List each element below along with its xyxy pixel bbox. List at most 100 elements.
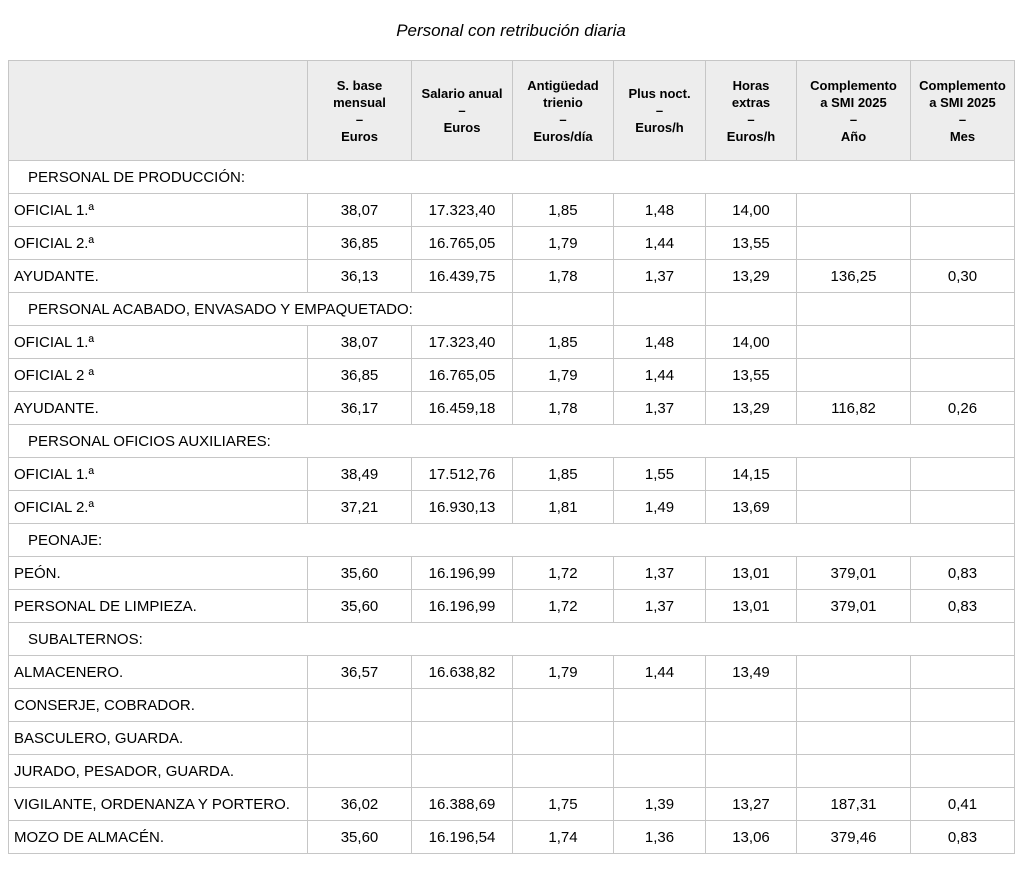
empty-cell bbox=[796, 193, 911, 227]
page-title: Personal con retribución diaria bbox=[396, 21, 626, 40]
row-label-cell: PERSONAL DE LIMPIEZA. bbox=[8, 589, 308, 623]
value-cell: 36,85 bbox=[307, 226, 412, 260]
data-row: OFICIAL 1.ª 38,49 17.512,76 1,85 1,55 14,15 bbox=[8, 457, 1015, 491]
section-label-cell: PEONAJE: bbox=[8, 523, 1015, 557]
row-label-cell: BASCULERO, GUARDA. bbox=[8, 721, 308, 755]
value-cell: 16.388,69 bbox=[411, 787, 513, 821]
value-cell: 13,01 bbox=[705, 556, 797, 590]
empty-cell bbox=[796, 292, 911, 326]
data-row: BASCULERO, GUARDA. bbox=[8, 721, 1015, 755]
data-row: AYUDANTE. 36,17 16.459,18 1,78 1,37 13,29 116,… bbox=[8, 391, 1015, 425]
row-label-cell: ALMACENERO. bbox=[8, 655, 308, 689]
column-header-line: Euros bbox=[341, 128, 378, 144]
row-label-cell: CONSERJE, COBRADOR. bbox=[8, 688, 308, 722]
empty-cell bbox=[910, 457, 1015, 491]
empty-cell bbox=[796, 655, 911, 689]
column-header-line: – bbox=[655, 103, 664, 118]
column-header-line: Plus noct. bbox=[628, 86, 691, 101]
value-cell: 1,78 bbox=[512, 391, 614, 425]
value-cell: 13,27 bbox=[705, 787, 797, 821]
value-cell: 35,60 bbox=[307, 820, 412, 854]
value-cell: 1,44 bbox=[613, 655, 706, 689]
column-header-line: – bbox=[958, 111, 967, 127]
value-cell: 14,00 bbox=[705, 325, 797, 359]
value-cell: 1,48 bbox=[613, 325, 706, 359]
column-header-3: Plus noct. – Euros/h bbox=[613, 60, 706, 161]
value-cell: 379,01 bbox=[796, 556, 911, 590]
value-cell: 1,75 bbox=[512, 787, 614, 821]
empty-cell bbox=[613, 292, 706, 326]
value-cell: 1,44 bbox=[613, 358, 706, 392]
column-header-line: Complemento bbox=[919, 77, 1006, 93]
row-label-cell: OFICIAL 1.ª bbox=[8, 193, 308, 227]
value-cell: 14,00 bbox=[705, 193, 797, 227]
value-cell: 16.765,05 bbox=[411, 226, 513, 260]
value-cell: 16.196,99 bbox=[411, 589, 513, 623]
table-header: S. base mensual – Euros Salario anual – Euros A… bbox=[8, 60, 1015, 161]
empty-cell bbox=[512, 721, 614, 755]
empty-cell bbox=[796, 490, 911, 524]
value-cell: 38,49 bbox=[307, 457, 412, 491]
data-row: JURADO, PESADOR, GUARDA. bbox=[8, 754, 1015, 788]
empty-cell bbox=[512, 292, 614, 326]
empty-cell bbox=[411, 721, 513, 755]
empty-cell bbox=[796, 721, 911, 755]
empty-cell bbox=[910, 655, 1015, 689]
empty-cell bbox=[910, 721, 1015, 755]
column-header-line: – bbox=[355, 111, 364, 127]
value-cell: 0,26 bbox=[910, 391, 1015, 425]
value-cell: 0,83 bbox=[910, 589, 1015, 623]
column-header-line: Salario anual bbox=[421, 86, 503, 101]
column-header-line: Horas bbox=[732, 77, 770, 93]
column-header-line: S. base bbox=[336, 77, 383, 93]
data-row: AYUDANTE. 36,13 16.439,75 1,78 1,37 13,29 136,… bbox=[8, 259, 1015, 293]
empty-cell bbox=[910, 490, 1015, 524]
data-row: PERSONAL DE LIMPIEZA. 35,60 16.196,99 1,72 1… bbox=[8, 589, 1015, 623]
value-cell: 14,15 bbox=[705, 457, 797, 491]
value-cell: 0,83 bbox=[910, 820, 1015, 854]
value-cell: 13,29 bbox=[705, 391, 797, 425]
empty-cell bbox=[796, 457, 911, 491]
value-cell: 13,01 bbox=[705, 589, 797, 623]
column-header-line: a SMI 2025 bbox=[929, 94, 996, 110]
empty-cell bbox=[910, 754, 1015, 788]
value-cell: 1,37 bbox=[613, 259, 706, 293]
value-cell: 1,74 bbox=[512, 820, 614, 854]
column-header-line: Euros bbox=[443, 120, 481, 135]
empty-cell bbox=[613, 754, 706, 788]
section-row: PEONAJE: bbox=[8, 523, 1015, 557]
empty-cell bbox=[307, 721, 412, 755]
value-cell: 36,85 bbox=[307, 358, 412, 392]
document-page: Personal con retribución diaria S. base m… bbox=[0, 21, 1022, 854]
value-cell: 36,02 bbox=[307, 787, 412, 821]
value-cell: 35,60 bbox=[307, 589, 412, 623]
column-header-line: – bbox=[458, 103, 466, 118]
row-label-cell: AYUDANTE. bbox=[8, 391, 308, 425]
data-row: OFICIAL 1.ª 38,07 17.323,40 1,85 1,48 14,00 bbox=[8, 325, 1015, 359]
data-row: MOZO DE ALMACÉN. 35,60 16.196,54 1,74 1,36 13… bbox=[8, 820, 1015, 854]
row-label-cell: AYUDANTE. bbox=[8, 259, 308, 293]
column-header-line: mensual bbox=[333, 94, 386, 110]
data-row: OFICIAL 2.ª 36,85 16.765,05 1,79 1,44 13,55 bbox=[8, 226, 1015, 260]
section-row: PERSONAL OFICIOS AUXILIARES: bbox=[8, 424, 1015, 458]
empty-cell bbox=[613, 721, 706, 755]
empty-cell bbox=[796, 688, 911, 722]
value-cell: 1,85 bbox=[512, 193, 614, 227]
empty-cell bbox=[512, 754, 614, 788]
value-cell: 1,55 bbox=[613, 457, 706, 491]
column-header-line: extras bbox=[731, 94, 771, 110]
empty-cell bbox=[705, 721, 797, 755]
value-cell: 13,69 bbox=[705, 490, 797, 524]
data-row: ALMACENERO. 36,57 16.638,82 1,79 1,44 13,49 bbox=[8, 655, 1015, 689]
header-corner-cell bbox=[8, 60, 308, 161]
table-body: PERSONAL DE PRODUCCIÓN: OFICIAL 1.ª 38,07 1… bbox=[8, 160, 1015, 854]
value-cell: 16.459,18 bbox=[411, 391, 513, 425]
column-header-4: Horas extras – Euros/h bbox=[705, 60, 797, 161]
data-row: OFICIAL 2 ª 36,85 16.765,05 1,79 1,44 13,55 bbox=[8, 358, 1015, 392]
value-cell: 13,55 bbox=[705, 226, 797, 260]
empty-cell bbox=[512, 688, 614, 722]
value-cell: 1,72 bbox=[512, 589, 614, 623]
value-cell: 38,07 bbox=[307, 325, 412, 359]
value-cell: 1,37 bbox=[613, 589, 706, 623]
value-cell: 0,41 bbox=[910, 787, 1015, 821]
